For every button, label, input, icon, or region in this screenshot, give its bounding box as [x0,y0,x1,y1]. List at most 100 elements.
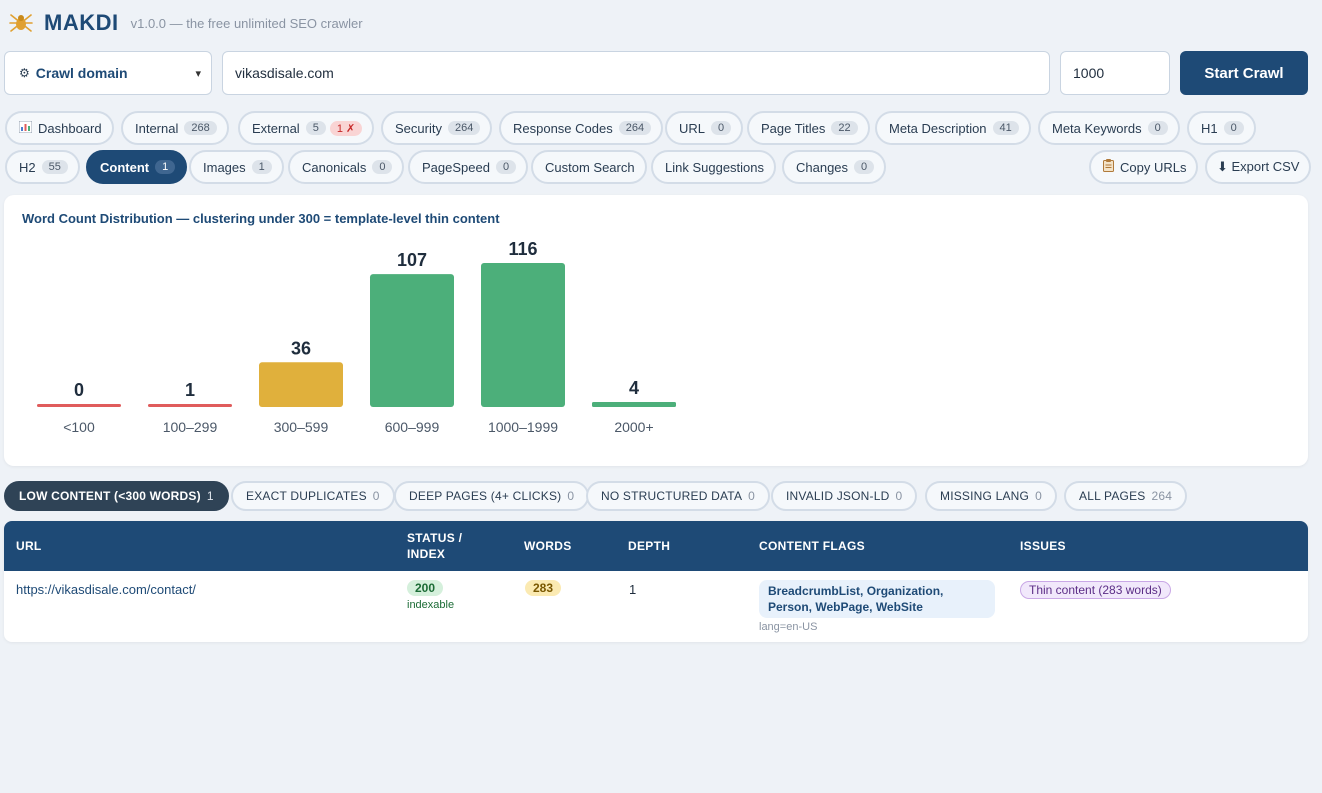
tab-url[interactable]: URL 0 [665,111,744,145]
crawl-mode-label: Crawl domain [35,65,128,81]
copy-urls-button[interactable]: Copy URLs [1089,150,1199,184]
column-header-content-flags[interactable]: CONTENT FLAGS [759,539,865,553]
issue-badge: Thin content (283 words) [1020,581,1171,599]
filter-count: 0 [567,489,575,503]
tab-label: H1 [1201,120,1218,136]
tab-changes[interactable]: Changes 0 [782,150,887,184]
tab-h1[interactable]: H1 0 [1187,111,1256,145]
tab-custom-search[interactable]: Custom Search [531,150,647,184]
tab-content[interactable]: Content 1 [86,150,188,184]
tab-security[interactable]: Security 264 [381,111,493,145]
tab-meta-description[interactable]: Meta Description 41 [875,111,1031,145]
tab-count: 55 [41,160,68,174]
tab-label: Response Codes [513,120,613,136]
filter-no-structured-data[interactable]: NO STRUCTURED DATA 0 [586,481,771,511]
tab-label: H2 [19,159,36,175]
tab-count: 268 [184,121,217,135]
chart-value-label: 107 [397,250,427,270]
filter-label: MISSING LANG [940,489,1030,503]
chart-title: Word Count Distribution — clustering und… [22,211,500,226]
tab-count: 0 [1223,121,1244,135]
tab-pagespeed[interactable]: PageSpeed 0 [408,150,529,184]
tab-dashboard[interactable]: Dashboard [5,111,114,145]
tab-label: External [252,120,300,136]
copy-urls-label: Copy URLs [1120,159,1187,175]
filter-deep-pages[interactable]: DEEP PAGES (4+ CLICKS) 0 [394,481,590,511]
tab-count: 264 [447,121,481,135]
crawl-mode-select[interactable]: ⚙ Crawl domain ▾ [4,51,212,95]
filter-exact-duplicates[interactable]: EXACT DUPLICATES 0 [231,481,395,511]
chart-bar [481,263,565,407]
tab-page-titles[interactable]: Page Titles 22 [747,111,870,145]
chart-bar [259,362,343,407]
tab-canonicals[interactable]: Canonicals 0 [288,150,405,184]
tab-internal[interactable]: Internal 268 [121,111,229,145]
chart-category-label: 1000–1999 [488,419,558,435]
bar-chart-icon [18,120,33,136]
gear-icon: ⚙ [19,66,30,80]
tab-label: Images [203,159,246,175]
chart-category-label: 100–299 [163,419,218,435]
tab-label: Changes [796,159,849,175]
chart-bar [370,274,454,407]
structured-data-flags: BreadcrumbList, Organization, Person, We… [759,580,995,618]
tab-count: 264 [618,121,652,135]
tab-count: 0 [495,160,517,174]
chart-bar [592,402,676,407]
chart-value-label: 1 [185,380,195,400]
tab-count: 22 [831,121,858,135]
chart-category-label: <100 [63,419,95,435]
tab-label: Page Titles [761,120,826,136]
filter-count: 264 [1151,489,1173,503]
tab-label: Meta Description [889,120,987,136]
tab-label: Canonicals [302,159,367,175]
crawl-controls: ⚙ Crawl domain ▾ Start Crawl [4,51,1308,95]
tab-count: 0 [372,160,393,174]
spider-logo-icon [8,10,34,36]
tab-error-count: 1 ✗ [329,120,363,136]
column-header-url[interactable]: URL [16,539,42,553]
tab-label: Security [395,120,442,136]
tab-link-suggestions[interactable]: Link Suggestions [651,150,777,184]
filter-invalid-json-ld[interactable]: INVALID JSON-LD 0 [771,481,918,511]
chevron-down-icon: ▾ [195,67,201,80]
tab-count: 5 [305,121,326,135]
filter-all-pages[interactable]: ALL PAGES 264 [1064,481,1188,511]
filter-missing-lang[interactable]: MISSING LANG 0 [925,481,1057,511]
export-csv-button[interactable]: ⬇ Export CSV [1205,150,1312,184]
chart-category-label: 2000+ [614,419,653,435]
chart-bar [148,404,232,407]
chart-value-label: 36 [291,338,311,358]
column-header-words[interactable]: WORDS [524,539,572,553]
tab-response-codes[interactable]: Response Codes 264 [499,111,664,145]
filter-label: ALL PAGES [1079,489,1146,503]
row-issues: Thin content (283 words) [1020,581,1171,599]
url-input[interactable] [222,51,1050,95]
filter-count: 0 [1035,489,1042,503]
filter-count: 0 [895,489,903,503]
app-version: v1.0.0 — the free unlimited SEO crawler [130,15,363,31]
word-count-badge: 283 [525,580,562,596]
tab-label: Link Suggestions [665,159,765,175]
filter-count: 0 [748,489,756,503]
lang-note: lang=en-US [759,621,818,633]
tab-images[interactable]: Images 1 [189,150,284,184]
page-limit-input[interactable] [1060,51,1170,95]
column-header-depth[interactable]: DEPTH [628,539,671,553]
tab-count: 1 [251,160,272,174]
filter-label: INVALID JSON-LD [786,489,890,503]
column-header-issues[interactable]: ISSUES [1020,539,1066,553]
start-crawl-button[interactable]: Start Crawl [1180,51,1308,95]
tab-count: 0 [854,160,875,174]
chart-category-label: 600–999 [385,419,440,435]
filter-low-content[interactable]: LOW CONTENT (<300 WORDS) 1 [4,481,229,511]
tab-label: Content [100,159,150,175]
clipboard-icon [1103,159,1114,175]
tab-h2[interactable]: H2 55 [5,150,80,184]
tab-meta-keywords[interactable]: Meta Keywords 0 [1038,111,1180,145]
results-table: URL STATUS / INDEX WORDS DEPTH CONTENT F… [4,521,1308,642]
column-header-status[interactable]: STATUS / INDEX [407,521,462,571]
tab-external[interactable]: External 5 1 ✗ [238,111,375,145]
row-url-link[interactable]: https://vikasdisale.com/contact/ [16,582,196,597]
app-name: MAKDI [44,10,119,35]
